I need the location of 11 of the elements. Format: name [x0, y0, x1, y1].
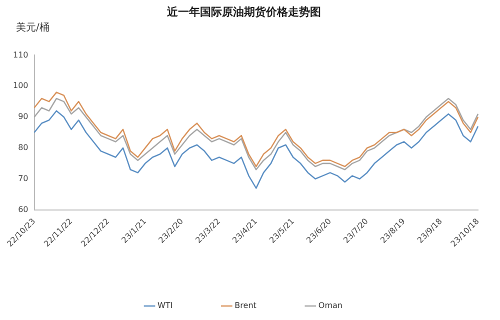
- chart-title: 近一年国际原油期货价格走势图: [166, 5, 321, 18]
- y-tick-label: 110: [12, 50, 28, 60]
- legend-label: WTI: [158, 301, 173, 310]
- y-tick-label: 70: [18, 174, 28, 183]
- legend-label: Brent: [234, 301, 256, 310]
- legend-label: Oman: [318, 301, 342, 310]
- y-tick-label: 80: [18, 143, 28, 152]
- y-tick-label: 60: [18, 204, 28, 214]
- y-tick-label: 100: [12, 81, 28, 90]
- y-tick-label: 90: [18, 112, 28, 122]
- y-axis-title: 美元/桶: [16, 22, 50, 34]
